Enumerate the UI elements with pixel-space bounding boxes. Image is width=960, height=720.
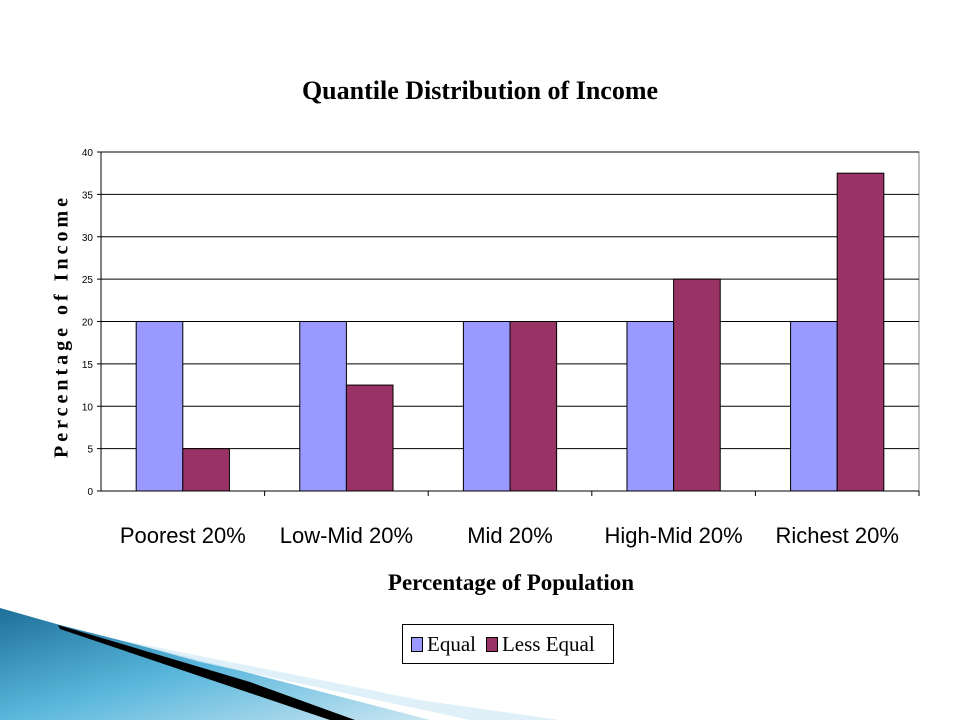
y-tick-label: 40	[82, 148, 94, 159]
legend-label-equal: Equal	[427, 631, 476, 656]
legend-label-less-equal: Less Equal	[501, 631, 595, 656]
axes	[97, 151, 920, 496]
y-tick-label: 5	[87, 445, 93, 456]
bar-equal	[135, 321, 184, 492]
bar-less-equal	[182, 448, 230, 492]
legend-swatch-equal	[411, 636, 423, 652]
bar-less-equal	[345, 384, 394, 492]
bar-less-equal	[509, 321, 558, 492]
x-tick-label: Poorest 20%	[120, 523, 246, 548]
x-tick-label: Low-Mid 20%	[280, 523, 413, 548]
blue-swoosh-shape	[0, 608, 430, 720]
x-axis-title: Percentage of Population	[387, 570, 635, 595]
legend: Equal Less Equal	[402, 624, 614, 664]
y-tick-label: 20	[82, 318, 94, 329]
legend-swatch-less-equal	[485, 636, 498, 652]
bar-equal	[790, 321, 838, 492]
y-tick-label: 25	[82, 275, 94, 286]
x-tick-label: Mid 20%	[467, 523, 553, 548]
y-tick-label: 10	[82, 402, 94, 413]
y-axis-title: Percentage of Income	[50, 193, 73, 459]
x-tick-label: Richest 20%	[775, 523, 899, 548]
bar-equal	[462, 321, 511, 492]
bar-less-equal	[673, 278, 721, 492]
y-tick-label: 35	[82, 190, 94, 201]
bar-equal	[626, 321, 675, 492]
black-swoosh-shape	[58, 625, 355, 720]
bars	[135, 172, 885, 492]
x-tick-label: High-Mid 20%	[605, 523, 743, 548]
y-tick-label: 15	[82, 360, 94, 371]
legend-item-equal: Equal	[411, 632, 476, 657]
bar-less-equal	[836, 172, 885, 492]
legend-item-less-equal: Less Equal	[485, 631, 595, 657]
tick-labels: 0 5 10 15 20 25 30 35 40 Poorest 20% Low-Mid 20% Mi…	[82, 148, 899, 548]
y-tick-label: 30	[82, 233, 94, 244]
chart-title: Quantile Distribution of Income	[301, 76, 659, 105]
bar-equal	[299, 321, 347, 492]
y-tick-label: 0	[87, 487, 93, 498]
